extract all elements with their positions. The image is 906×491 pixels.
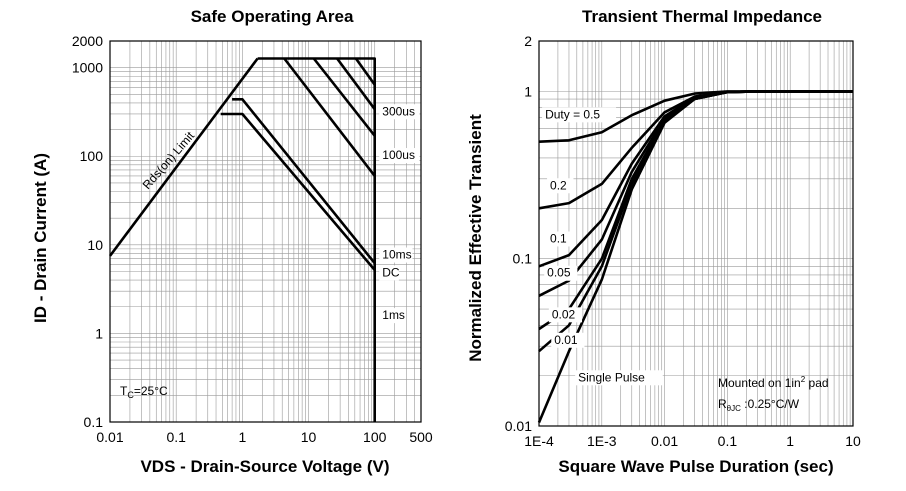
thermal-curve-labels: Duty = 0.5 0.2 0.1 0.05 0.02 0.01 Single Pulse — [542, 107, 663, 386]
soa-y-tick-labels: 0.1 1 10 100 1000 2000 — [72, 33, 103, 430]
rth-jc-note: RθJC :0.25°C/W — [718, 397, 800, 413]
thermal-y-tick-label: 0.01 — [505, 418, 532, 434]
soa-x-tick-label: 0.1 — [166, 429, 186, 445]
soa-series-100us-boundary — [283, 57, 376, 177]
thermal-title: Transient Thermal Impedance — [582, 7, 822, 26]
soa-plot-frame — [109, 40, 422, 423]
thermal-y-tick-label: 0.1 — [513, 251, 533, 267]
thermal-curve-label-text: 0.02 — [552, 307, 576, 321]
thermal-curve-label: Duty = 0.5 — [542, 107, 617, 123]
thermal-curve-label: 0.02 — [548, 307, 583, 323]
thermal-y-tick-label: 2 — [524, 33, 532, 49]
thermal-x-axis-label: Square Wave Pulse Duration (sec) — [558, 457, 833, 476]
soa-series-1ms-boundary — [354, 57, 376, 86]
soa-series-1ms — [336, 57, 376, 110]
soa-x-tick-label: 0.01 — [96, 429, 123, 445]
thermal-curve-label-text: 0.2 — [550, 178, 567, 192]
thermal-x-tick-label: 1E-4 — [524, 433, 554, 449]
thermal-chart: Transient Thermal Impedance 1E-4 1E-3 0.01… — [466, 7, 861, 476]
soa-title: Safe Operating Area — [191, 7, 354, 26]
thermal-plot-frame — [538, 40, 854, 427]
soa-curve-labels: 100us 300us 1ms 10ms DC — [379, 104, 420, 324]
thermal-curve-label-text: 0.01 — [554, 333, 578, 347]
soa-curve-label: 100us — [379, 148, 420, 164]
thermal-curve-label: Single Pulse — [575, 370, 663, 386]
thermal-x-tick-label: 0.1 — [718, 433, 738, 449]
thermal-y-tick-label: 1 — [524, 83, 532, 99]
thermal-x-tick-labels: 1E-4 1E-3 0.01 0.1 1 10 — [524, 433, 861, 449]
soa-series-rds-on-limit — [108, 57, 259, 257]
thermal-curve-label: 0.2 — [547, 178, 574, 194]
mounting-note: Mounted on 1in2 pad — [718, 375, 829, 390]
soa-y-tick-label: 1000 — [72, 60, 103, 76]
soa-series-10ms — [232, 98, 376, 265]
soa-series-dc — [220, 112, 376, 271]
soa-curve-label: 1ms — [379, 308, 406, 324]
soa-curve-label-text: 1ms — [382, 308, 405, 322]
thermal-grid — [539, 41, 853, 426]
soa-grid — [110, 41, 421, 422]
soa-x-tick-label: 10 — [301, 429, 317, 445]
soa-y-tick-label: 1 — [95, 325, 103, 341]
thermal-curve-label-text: 0.1 — [550, 231, 567, 245]
soa-y-tick-label: 100 — [80, 148, 104, 164]
soa-curve-label-text: DC — [382, 265, 400, 279]
soa-y-tick-label: 0.1 — [84, 414, 104, 430]
soa-curve-label-text: 10ms — [382, 248, 411, 262]
soa-curve-label-text: 100us — [382, 148, 415, 162]
soa-curve-label: 300us — [379, 104, 420, 120]
tc-condition-label: TC=25°C — [120, 384, 168, 400]
soa-x-axis-label: VDS - Drain-Source Voltage (V) — [140, 457, 389, 476]
soa-curve-label: DC — [379, 265, 400, 281]
thermal-y-axis-label: Normalized Effective Transient — [466, 114, 485, 362]
thermal-series-single-pulse — [537, 90, 853, 424]
thermal-curve-label: 0.01 — [551, 332, 585, 348]
thermal-x-tick-label: 1 — [786, 433, 794, 449]
soa-x-tick-label: 500 — [409, 429, 433, 445]
soa-x-tick-label: 1 — [238, 429, 246, 445]
thermal-curves — [537, 90, 853, 424]
soa-chart: Safe Operating Area 0.01 0.1 1 10 100 500 0.1… — [31, 7, 433, 476]
soa-series-100us — [257, 57, 377, 422]
thermal-curve-label-text: Single Pulse — [578, 370, 645, 384]
soa-series-300us — [312, 57, 376, 137]
thermal-x-tick-label: 10 — [845, 433, 861, 449]
thermal-x-tick-label: 0.01 — [651, 433, 678, 449]
soa-curve-label: 10ms — [379, 248, 413, 263]
soa-y-tick-label: 10 — [87, 237, 103, 253]
soa-x-tick-labels: 0.01 0.1 1 10 100 500 — [96, 429, 433, 445]
soa-x-tick-label: 100 — [363, 429, 387, 445]
thermal-curve-label-text: 0.05 — [547, 266, 571, 280]
soa-curves — [108, 57, 377, 422]
thermal-curve-label: 0.05 — [544, 265, 578, 281]
thermal-y-tick-labels: 0.01 0.1 1 2 — [505, 33, 532, 434]
soa-y-tick-label: 2000 — [72, 33, 103, 49]
soa-y-axis-label: ID - Drain Current (A) — [31, 153, 50, 323]
soa-curve-label-text: 300us — [382, 104, 415, 118]
thermal-curve-label: 0.1 — [547, 231, 574, 247]
thermal-x-tick-label: 1E-3 — [587, 433, 617, 449]
thermal-curve-label-text: Duty = 0.5 — [545, 107, 600, 121]
